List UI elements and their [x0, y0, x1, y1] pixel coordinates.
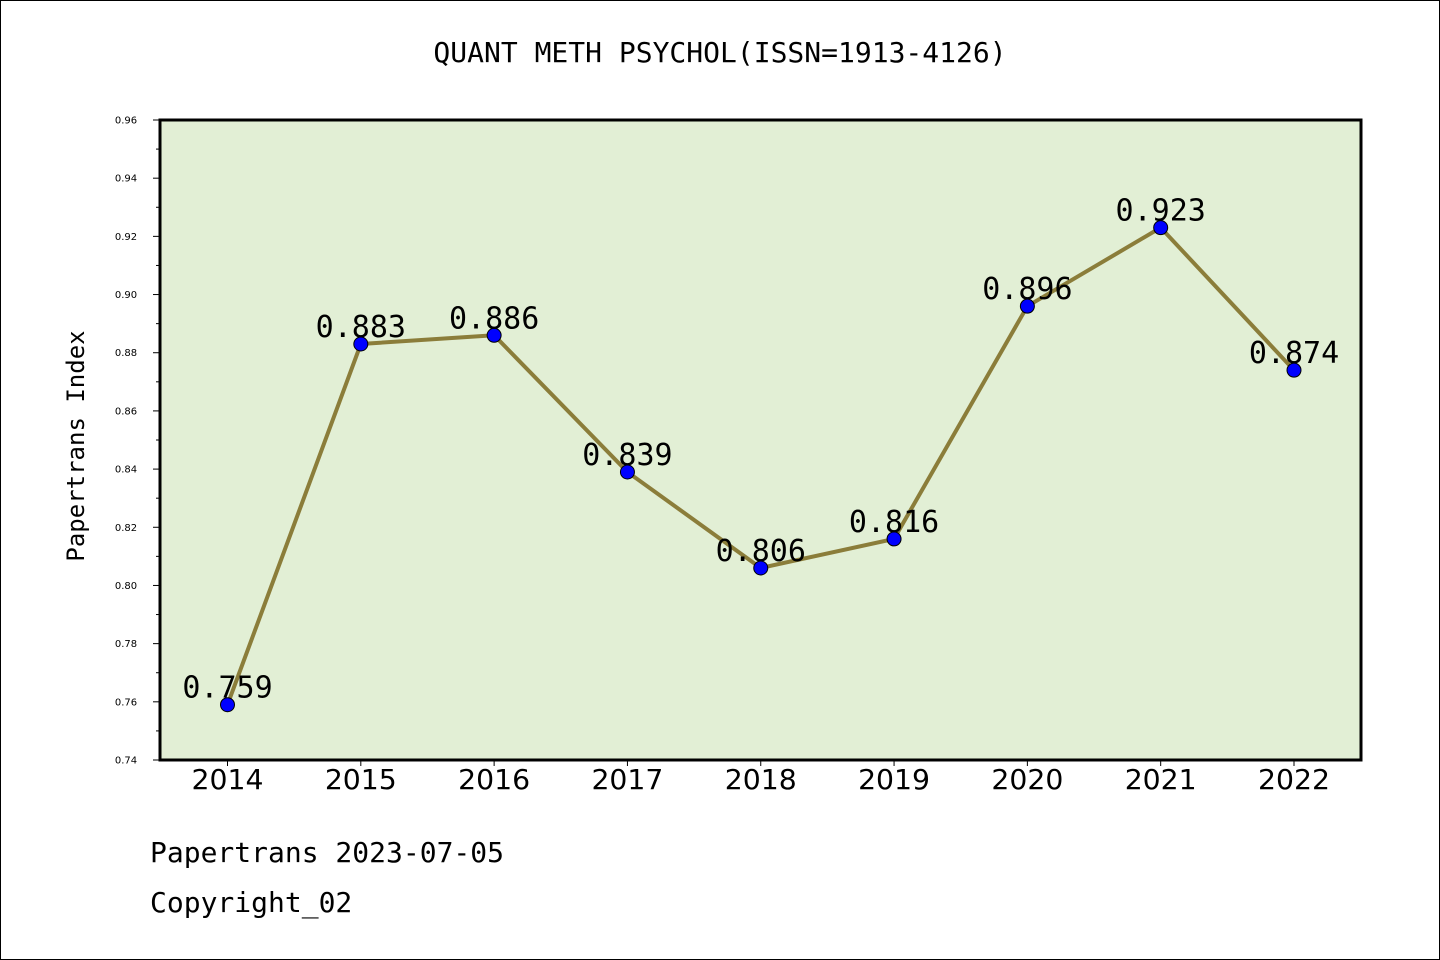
data-label: 0.806: [716, 534, 806, 569]
data-label: 0.839: [582, 438, 672, 473]
data-label: 0.816: [849, 505, 939, 540]
data-point: [619, 464, 635, 480]
y-tick-label: 0.90: [115, 290, 137, 301]
y-tick-label: 0.84: [115, 465, 137, 476]
y-tick-label: 0.80: [115, 581, 137, 592]
data-label: 0.896: [982, 272, 1072, 307]
x-tick-label: 2022: [1258, 763, 1330, 796]
y-tick-label: 0.96: [115, 116, 137, 127]
data-point: [1153, 220, 1169, 236]
data-point: [753, 560, 769, 576]
x-tick-label: 2015: [325, 763, 397, 796]
x-tick-label: 2016: [458, 763, 530, 796]
y-tick-label: 0.74: [115, 756, 137, 767]
y-tick-label: 0.82: [115, 523, 137, 534]
data-point: [353, 336, 369, 352]
footer-copyright: Copyright_02: [150, 886, 353, 919]
data-label: 0.874: [1249, 336, 1339, 371]
footer-date: Papertrans 2023-07-05: [150, 836, 505, 869]
data-point: [1019, 298, 1035, 314]
x-tick-label: 2017: [591, 763, 663, 796]
data-label: 0.883: [316, 310, 406, 345]
chart-title: QUANT METH PSYCHOL(ISSN=1913-4126): [433, 36, 1007, 69]
data-point: [886, 531, 902, 547]
y-tick-label: 0.78: [115, 639, 137, 650]
y-tick-label: 0.92: [115, 232, 137, 243]
y-tick-label: 0.76: [115, 697, 137, 708]
y-tick-label: 0.88: [115, 348, 137, 359]
x-tick-label: 2021: [1125, 763, 1197, 796]
data-label: 0.759: [182, 671, 272, 706]
x-tick-label: 2019: [858, 763, 930, 796]
data-point: [220, 697, 235, 713]
x-tick-label: 2018: [725, 763, 797, 796]
x-tick-label: 2014: [192, 763, 264, 796]
plot-border: [158, 118, 1363, 762]
data-label: 0.886: [449, 301, 539, 336]
x-tick-label: 2020: [991, 763, 1063, 796]
y-tick-label: 0.86: [115, 406, 137, 417]
data-label: 0.923: [1116, 194, 1206, 229]
data-point: [486, 327, 502, 343]
y-axis-label: Papertrans Index: [62, 330, 90, 561]
y-tick-label: 0.94: [115, 174, 137, 185]
data-point: [1286, 362, 1302, 378]
